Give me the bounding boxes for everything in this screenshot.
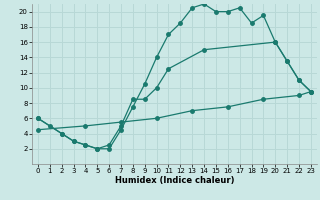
X-axis label: Humidex (Indice chaleur): Humidex (Indice chaleur): [115, 176, 234, 185]
